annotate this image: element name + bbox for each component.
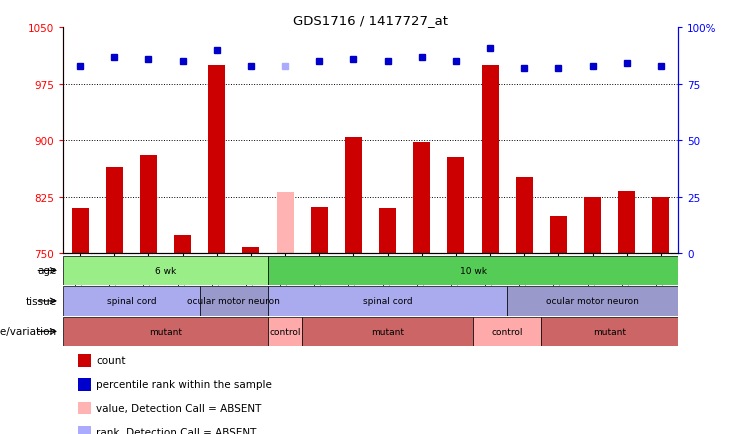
Text: genotype/variation: genotype/variation (0, 327, 57, 336)
Bar (542, 317, 678, 346)
Text: mutant: mutant (371, 327, 404, 336)
Text: ocular motor neuron: ocular motor neuron (187, 297, 280, 306)
Bar (106, 168, 123, 254)
Bar (550, 216, 567, 254)
Bar (345, 137, 362, 254)
Bar (242, 248, 259, 254)
Bar (174, 235, 191, 254)
Bar (63, 286, 199, 316)
Text: spinal cord: spinal cord (107, 297, 156, 306)
Bar (72, 209, 89, 254)
Bar (199, 286, 268, 316)
Bar (302, 317, 473, 346)
Bar (140, 156, 157, 254)
Text: rank, Detection Call = ABSENT: rank, Detection Call = ABSENT (96, 427, 256, 434)
Text: tissue: tissue (26, 296, 57, 306)
Bar (208, 66, 225, 254)
Bar (516, 177, 533, 254)
Bar (268, 256, 678, 286)
Bar (63, 317, 268, 346)
Bar (482, 66, 499, 254)
Text: age: age (38, 266, 57, 276)
Bar (448, 158, 465, 254)
Text: control: control (491, 327, 523, 336)
Text: count: count (96, 356, 126, 365)
Text: 10 wk: 10 wk (459, 266, 487, 275)
Text: 6 wk: 6 wk (155, 266, 176, 275)
Bar (379, 209, 396, 254)
Text: ocular motor neuron: ocular motor neuron (546, 297, 639, 306)
Bar (473, 317, 542, 346)
Bar (507, 286, 678, 316)
Bar (584, 197, 601, 254)
Bar (268, 286, 507, 316)
Bar (268, 317, 302, 346)
Title: GDS1716 / 1417727_at: GDS1716 / 1417727_at (293, 14, 448, 27)
Bar (413, 142, 431, 254)
Text: value, Detection Call = ABSENT: value, Detection Call = ABSENT (96, 404, 262, 413)
Text: control: control (269, 327, 301, 336)
Bar (63, 256, 268, 286)
Text: mutant: mutant (594, 327, 626, 336)
Bar (310, 207, 328, 254)
Bar (652, 197, 669, 254)
Text: spinal cord: spinal cord (363, 297, 413, 306)
Text: percentile rank within the sample: percentile rank within the sample (96, 380, 272, 389)
Bar (618, 191, 635, 254)
Bar (276, 192, 293, 254)
Text: mutant: mutant (149, 327, 182, 336)
